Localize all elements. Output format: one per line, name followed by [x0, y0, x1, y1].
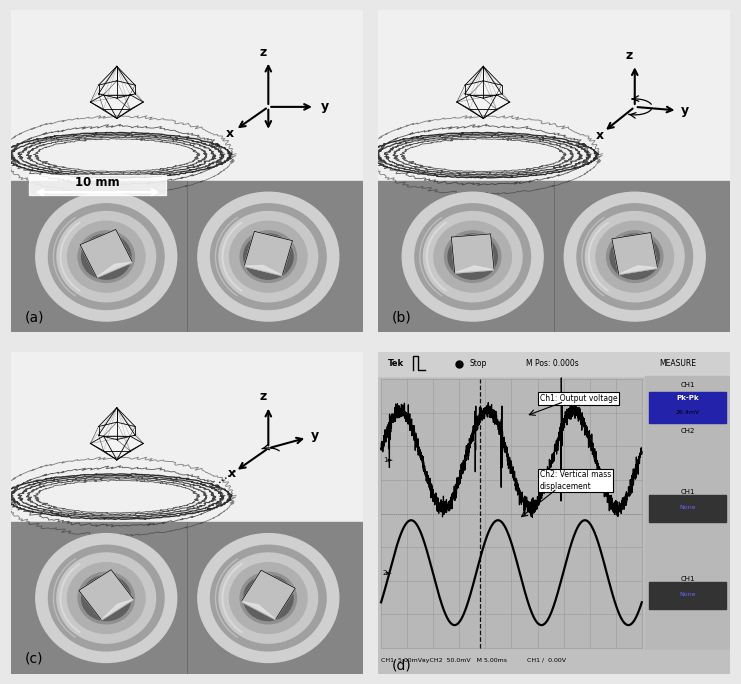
Bar — [378, 650, 730, 674]
Polygon shape — [99, 408, 135, 440]
Text: Pk-Pk: Pk-Pk — [677, 395, 699, 402]
Bar — [11, 10, 363, 181]
Circle shape — [210, 545, 326, 651]
Text: Ch2: Vertical mass
displacement: Ch2: Vertical mass displacement — [539, 471, 611, 490]
Circle shape — [57, 553, 156, 643]
Polygon shape — [80, 229, 133, 278]
Text: (d): (d) — [392, 658, 411, 672]
Text: (a): (a) — [25, 311, 44, 324]
Text: x: x — [227, 467, 236, 480]
Polygon shape — [619, 266, 657, 274]
Polygon shape — [244, 231, 293, 276]
Circle shape — [82, 234, 131, 279]
Text: x: x — [596, 129, 604, 142]
Polygon shape — [242, 601, 276, 620]
Bar — [11, 181, 363, 332]
Circle shape — [244, 575, 293, 620]
Circle shape — [219, 211, 318, 302]
Polygon shape — [244, 265, 282, 276]
Bar — [378, 181, 730, 332]
Text: 26.4mV: 26.4mV — [676, 410, 700, 415]
Circle shape — [78, 573, 134, 624]
Text: MEASURE: MEASURE — [659, 359, 697, 368]
Bar — [378, 10, 730, 181]
Circle shape — [240, 231, 296, 282]
Text: CH1: CH1 — [680, 489, 695, 495]
Polygon shape — [456, 81, 510, 109]
Polygon shape — [90, 81, 143, 109]
Circle shape — [67, 221, 145, 292]
Circle shape — [48, 204, 164, 309]
Text: 10 mm: 10 mm — [75, 176, 120, 189]
Circle shape — [423, 211, 522, 302]
Text: None: None — [679, 505, 696, 510]
Circle shape — [67, 563, 145, 633]
Circle shape — [230, 221, 307, 292]
Text: CH1: CH1 — [680, 576, 695, 581]
Text: CH1: CH1 — [680, 382, 695, 389]
Polygon shape — [99, 66, 135, 98]
Text: y: y — [311, 430, 319, 443]
Text: (b): (b) — [392, 311, 411, 324]
Bar — [649, 582, 726, 609]
Polygon shape — [90, 422, 143, 451]
Bar — [645, 376, 730, 657]
Text: M Pos: 0.000s: M Pos: 0.000s — [525, 359, 578, 368]
Bar — [29, 174, 166, 196]
Circle shape — [48, 545, 164, 651]
Text: Tek: Tek — [388, 359, 405, 368]
Circle shape — [78, 231, 134, 282]
Text: z: z — [626, 49, 633, 62]
Circle shape — [36, 192, 176, 321]
Circle shape — [240, 573, 296, 624]
Circle shape — [565, 192, 705, 321]
Text: y: y — [321, 101, 329, 114]
Text: z: z — [259, 391, 267, 404]
Circle shape — [577, 204, 693, 309]
Text: 1►: 1► — [383, 457, 393, 462]
Polygon shape — [242, 570, 295, 620]
Bar — [11, 523, 363, 674]
Circle shape — [198, 534, 339, 663]
Circle shape — [57, 211, 156, 302]
Circle shape — [219, 553, 318, 643]
Bar — [378, 352, 730, 376]
Circle shape — [198, 192, 339, 321]
Circle shape — [434, 221, 511, 292]
Circle shape — [244, 234, 293, 279]
Text: None: None — [679, 592, 696, 597]
Circle shape — [82, 575, 131, 620]
Circle shape — [448, 234, 497, 279]
Text: 2►: 2► — [383, 570, 393, 576]
Text: Stop: Stop — [469, 359, 487, 368]
Circle shape — [415, 204, 531, 309]
Circle shape — [230, 563, 307, 633]
Polygon shape — [102, 599, 133, 620]
Bar — [381, 379, 642, 648]
Text: CH1  5.00mVвуCH2  50.0mV   M 5.00ms          CH1 /  0.00V: CH1 5.00mVвуCH2 50.0mV M 5.00ms CH1 / 0.… — [381, 659, 566, 663]
Polygon shape — [97, 262, 133, 278]
Circle shape — [210, 204, 326, 309]
Circle shape — [607, 231, 663, 282]
Text: Ch1: Output voltage: Ch1: Output voltage — [539, 394, 617, 403]
Polygon shape — [465, 66, 502, 98]
Bar — [11, 352, 363, 523]
Text: z: z — [259, 46, 267, 59]
Text: (c): (c) — [25, 652, 44, 666]
Polygon shape — [451, 234, 494, 273]
Bar — [649, 495, 726, 523]
Text: CH2: CH2 — [680, 428, 695, 434]
Polygon shape — [612, 233, 657, 274]
Circle shape — [36, 534, 176, 663]
Circle shape — [402, 192, 543, 321]
Text: x: x — [225, 127, 233, 140]
Polygon shape — [79, 570, 133, 620]
Text: y: y — [681, 104, 689, 117]
Circle shape — [610, 234, 659, 279]
Circle shape — [596, 221, 674, 292]
Circle shape — [445, 231, 501, 282]
Polygon shape — [455, 266, 494, 273]
Circle shape — [585, 211, 684, 302]
Bar — [649, 392, 726, 423]
